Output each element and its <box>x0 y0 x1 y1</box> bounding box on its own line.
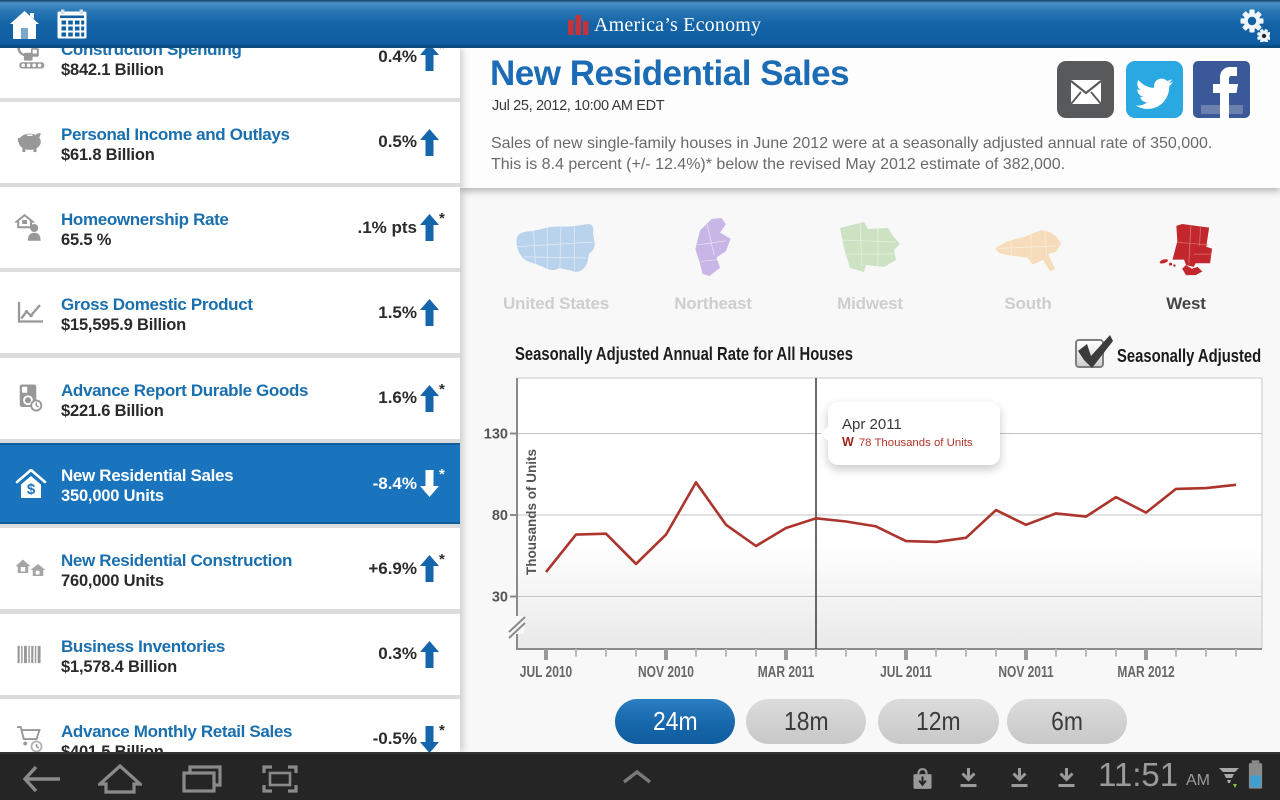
svg-text:130: 130 <box>484 427 508 443</box>
svg-text:Thousands of Units: Thousands of Units <box>524 449 539 575</box>
svg-text:MAR 2012: MAR 2012 <box>1117 662 1174 680</box>
svg-text:30: 30 <box>492 590 508 606</box>
svg-text:JUL 2011: JUL 2011 <box>880 662 932 680</box>
svg-text:$: $ <box>26 481 35 498</box>
svg-text:JUL 2010: JUL 2010 <box>520 662 573 680</box>
svg-text:MAR 2011: MAR 2011 <box>758 662 815 680</box>
svg-text:NOV 2010: NOV 2010 <box>638 662 694 680</box>
svg-text:80: 80 <box>492 508 508 524</box>
svg-text:NOV 2011: NOV 2011 <box>998 662 1053 680</box>
